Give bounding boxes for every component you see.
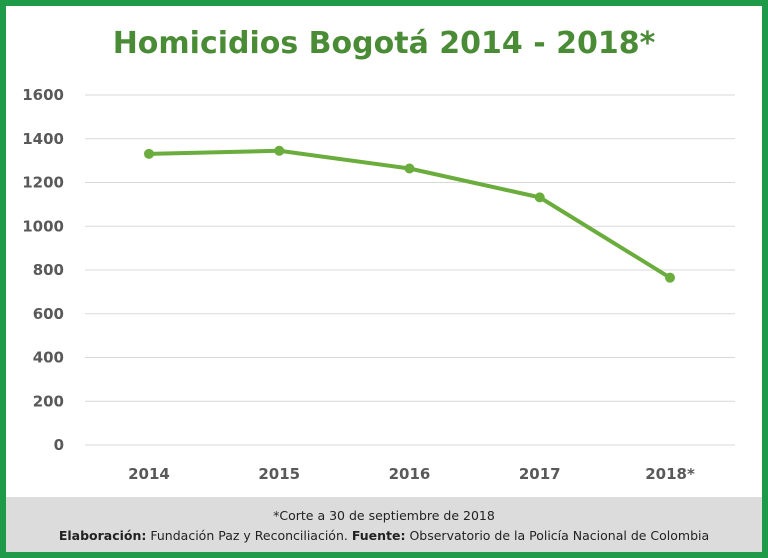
fuente-value: Observatorio de la Policía Nacional de C… — [405, 528, 710, 543]
x-tick-label: 2015 — [258, 465, 300, 483]
x-tick-label: 2018* — [645, 465, 695, 483]
chart-title: Homicidios Bogotá 2014 - 2018* — [112, 26, 656, 61]
data-point-2014 — [144, 148, 154, 159]
elaboracion-value: Fundación Paz y Reconciliación. — [146, 528, 352, 543]
elaboracion-label: Elaboración: — [58, 528, 147, 543]
x-tick-label: 2017 — [519, 465, 561, 483]
footer: *Corte a 30 de septiembre de 2018 Elabor… — [6, 497, 762, 552]
footer-credits: Elaboración: Fundación Paz y Reconciliac… — [6, 528, 762, 543]
y-tick-label: 200 — [33, 392, 64, 410]
x-tick-label: 2016 — [389, 465, 431, 483]
y-tick-label: 400 — [33, 349, 64, 367]
y-tick-label: 800 — [33, 261, 64, 279]
data-point-2018 — [665, 272, 675, 283]
y-tick-label: 1600 — [22, 86, 64, 104]
y-tick-label: 600 — [33, 305, 64, 323]
y-tick-label: 0 — [54, 436, 64, 454]
y-tick-label: 1200 — [22, 174, 64, 192]
y-tick-label: 1400 — [22, 130, 64, 148]
data-point-2015 — [274, 145, 285, 156]
gridlines — [85, 94, 735, 446]
fuente-label: Fuente: — [351, 528, 406, 543]
data-point-2017 — [534, 192, 545, 203]
footer-note: *Corte a 30 de septiembre de 2018 — [273, 508, 495, 523]
x-axis-ticks: 2014 2015 2016 2017 2018* — [128, 465, 695, 483]
y-tick-label: 1000 — [22, 217, 64, 235]
y-axis-ticks: 0 200 400 600 800 1000 1200 1400 1600 — [22, 86, 64, 454]
data-point-2016 — [404, 163, 415, 174]
x-tick-label: 2014 — [128, 465, 170, 483]
data-points — [144, 145, 675, 283]
